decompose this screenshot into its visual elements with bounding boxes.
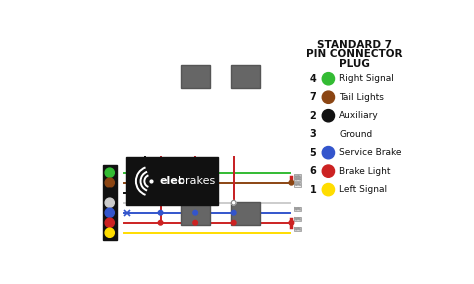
Circle shape	[105, 178, 114, 187]
Circle shape	[289, 180, 294, 185]
Text: Service Brake: Service Brake	[339, 148, 401, 157]
Text: 6: 6	[310, 166, 316, 176]
Circle shape	[143, 180, 147, 185]
Circle shape	[231, 201, 236, 205]
Bar	[294, 177, 301, 181]
Bar	[181, 65, 210, 88]
Text: elec: elec	[160, 176, 185, 186]
Text: Brake Light: Brake Light	[339, 167, 391, 176]
Circle shape	[193, 210, 198, 215]
Text: Left Signal: Left Signal	[339, 185, 387, 194]
Circle shape	[105, 228, 114, 237]
Circle shape	[231, 220, 236, 225]
Text: 7: 7	[310, 92, 316, 102]
Bar	[294, 182, 301, 187]
Circle shape	[105, 198, 114, 207]
Bar	[103, 165, 117, 241]
Circle shape	[158, 220, 163, 225]
Text: Auxiliary: Auxiliary	[339, 111, 379, 120]
Bar	[181, 202, 210, 225]
Bar	[294, 174, 301, 179]
Text: 1: 1	[310, 185, 316, 195]
Text: 4: 4	[310, 74, 316, 84]
Bar	[231, 202, 260, 225]
Text: Tail Lights: Tail Lights	[339, 93, 384, 102]
Circle shape	[193, 220, 198, 225]
Circle shape	[322, 91, 335, 103]
Text: PIN CONNECTOR: PIN CONNECTOR	[306, 49, 403, 59]
Text: Ground: Ground	[339, 130, 373, 139]
Circle shape	[231, 210, 236, 215]
Circle shape	[322, 110, 335, 122]
Text: brakes: brakes	[178, 176, 216, 186]
Circle shape	[322, 147, 335, 159]
Bar	[294, 227, 301, 231]
Text: STANDARD 7: STANDARD 7	[317, 40, 392, 50]
Bar	[294, 206, 301, 211]
Text: 2: 2	[310, 111, 316, 121]
Text: PLUG: PLUG	[339, 59, 370, 69]
Text: Right Signal: Right Signal	[339, 74, 394, 83]
Circle shape	[105, 168, 114, 177]
Circle shape	[322, 183, 335, 196]
Circle shape	[105, 188, 114, 197]
Circle shape	[289, 220, 294, 225]
Circle shape	[158, 210, 163, 215]
Text: 5: 5	[310, 148, 316, 158]
Circle shape	[105, 218, 114, 227]
Text: 3: 3	[310, 129, 316, 139]
Bar	[294, 217, 301, 221]
Circle shape	[105, 208, 114, 217]
Bar	[231, 65, 260, 88]
Bar	[126, 157, 219, 205]
Circle shape	[322, 165, 335, 177]
Circle shape	[322, 73, 335, 85]
Circle shape	[193, 201, 198, 205]
